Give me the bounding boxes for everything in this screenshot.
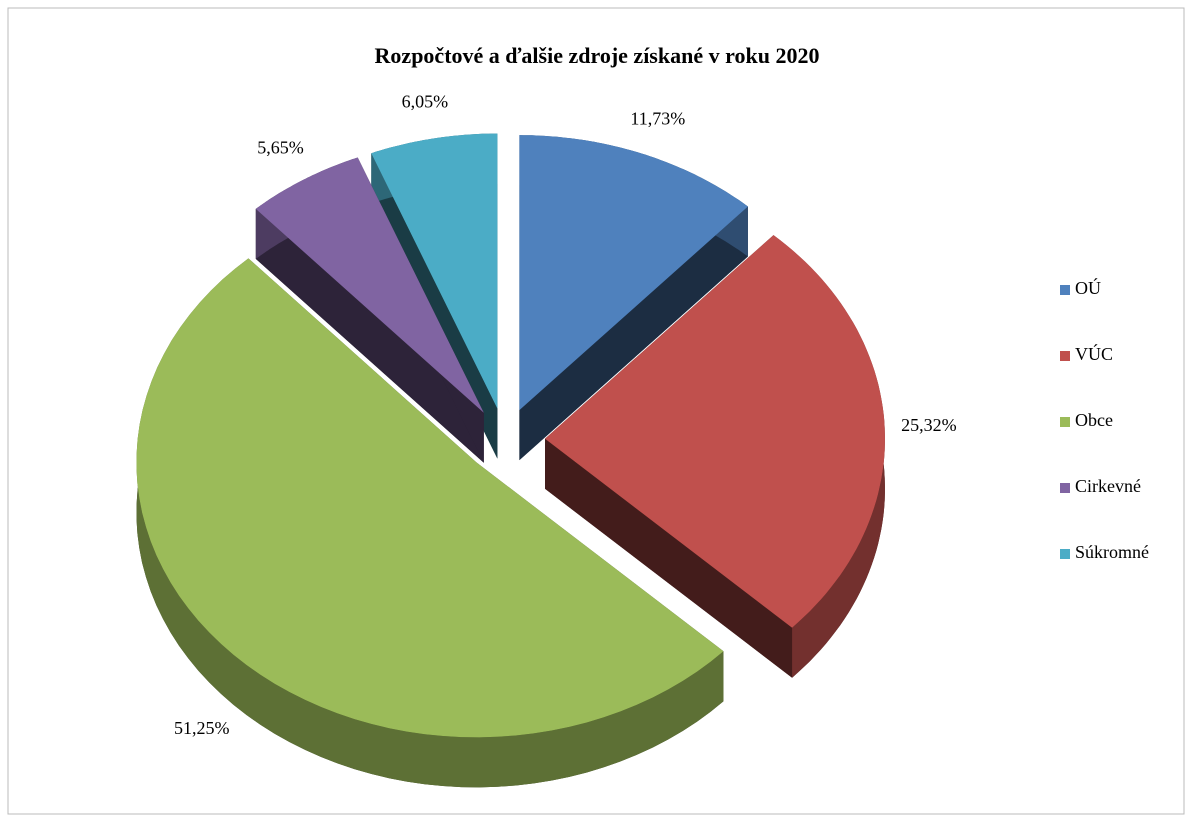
- slice: [519, 135, 748, 461]
- legend-swatch: [1060, 417, 1070, 427]
- slice: [545, 235, 885, 678]
- legend-label: Súkromné: [1075, 542, 1149, 562]
- slice: [255, 157, 484, 413]
- slice: [136, 258, 724, 788]
- legend-label: OÚ: [1075, 277, 1101, 298]
- legend-label: Obce: [1075, 410, 1113, 430]
- data-label: 11,73%: [630, 108, 685, 128]
- data-label: 51,25%: [174, 718, 230, 738]
- legend-swatch: [1060, 351, 1070, 361]
- slice: [545, 235, 885, 628]
- legend-label: Cirkevné: [1075, 476, 1141, 496]
- legend-swatch: [1060, 285, 1070, 295]
- slice: [371, 133, 498, 409]
- data-label: 5,65%: [257, 137, 304, 157]
- slice: [255, 157, 484, 463]
- slice-wall: [255, 208, 484, 463]
- legend-label: VÚC: [1075, 343, 1113, 364]
- slice-wall: [545, 438, 793, 678]
- chart-title: Rozpočtové a ďalšie zdroje získané v rok…: [375, 43, 820, 68]
- slice: [519, 135, 748, 411]
- data-label: 6,05%: [402, 92, 449, 112]
- slice: [136, 258, 724, 738]
- legend-swatch: [1060, 483, 1070, 493]
- data-label: 25,32%: [901, 415, 957, 435]
- legend-swatch: [1060, 549, 1070, 559]
- slice-wall: [519, 206, 748, 461]
